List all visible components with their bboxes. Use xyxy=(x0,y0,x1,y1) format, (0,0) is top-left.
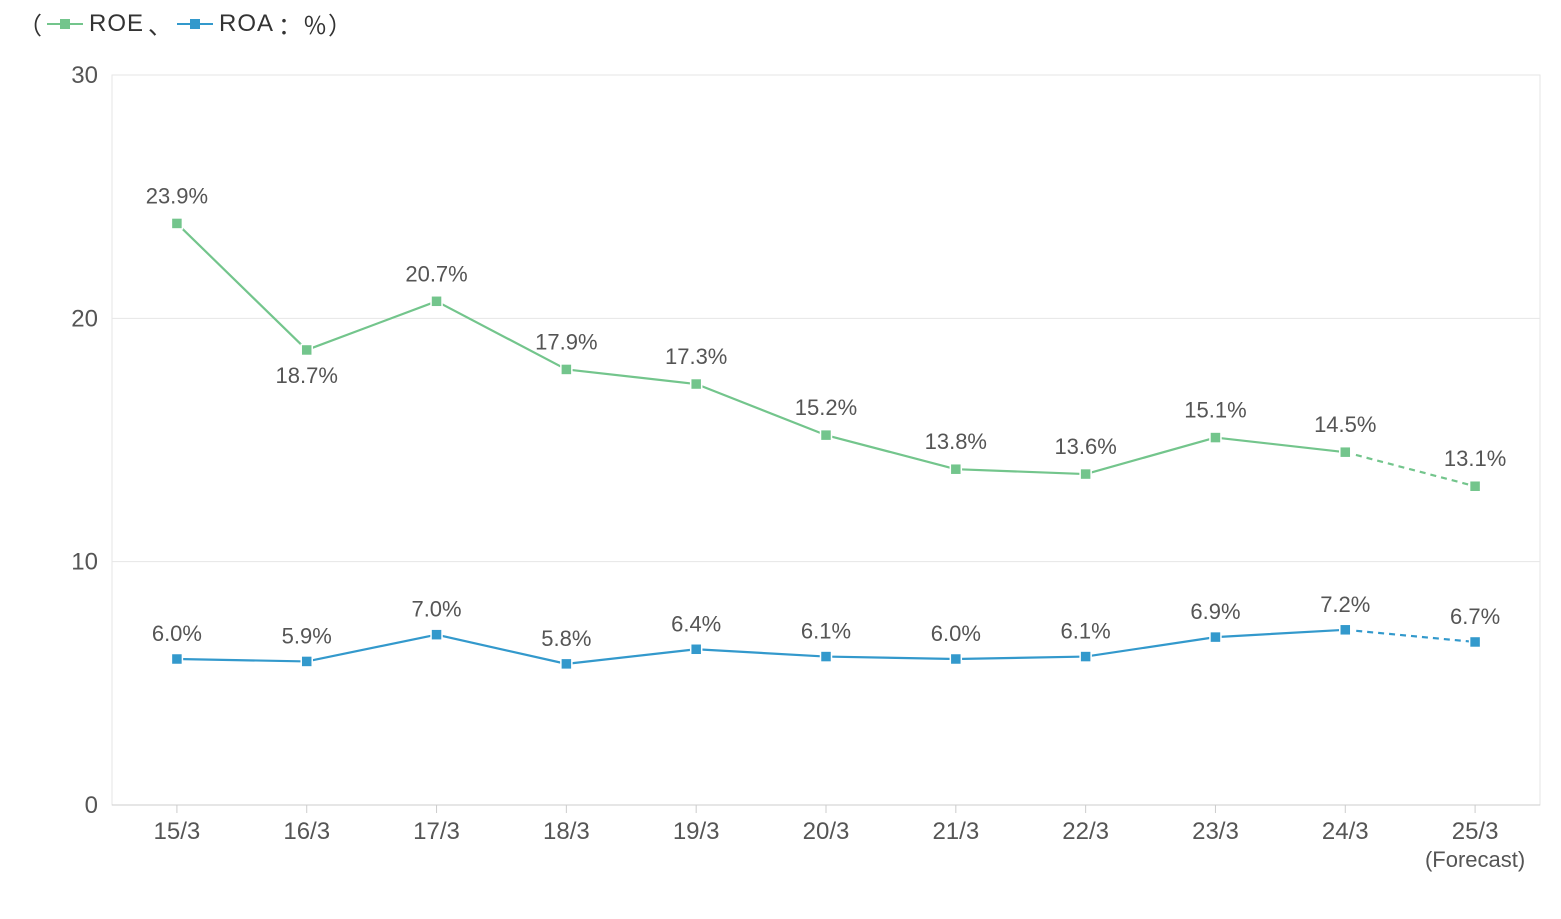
data-label-roe: 14.5% xyxy=(1314,412,1376,437)
marker-roa xyxy=(301,656,312,667)
y-tick-label: 20 xyxy=(71,305,98,332)
marker-roe xyxy=(171,218,182,229)
marker-roa xyxy=(950,654,961,665)
x-tick-label: 24/3 xyxy=(1322,818,1369,845)
legend-label-roa: ROA xyxy=(219,10,274,38)
x-tick-sublabel: (Forecast) xyxy=(1425,847,1525,872)
x-tick-label: 17/3 xyxy=(413,818,460,845)
roa-swatch-icon xyxy=(177,23,213,25)
marker-roa xyxy=(1470,636,1481,647)
x-tick-label: 22/3 xyxy=(1062,818,1109,845)
x-tick-label: 18/3 xyxy=(543,818,590,845)
data-label-roa: 6.1% xyxy=(1061,619,1111,644)
data-label-roe: 23.9% xyxy=(146,183,208,208)
data-label-roe: 20.7% xyxy=(405,261,467,286)
marker-roa xyxy=(821,651,832,662)
marker-roa xyxy=(691,644,702,655)
roe-swatch-icon xyxy=(47,23,83,25)
data-label-roe: 13.8% xyxy=(925,429,987,454)
marker-roe xyxy=(301,344,312,355)
x-tick-label: 16/3 xyxy=(283,818,330,845)
marker-roe xyxy=(1080,469,1091,480)
data-label-roe: 17.9% xyxy=(535,329,597,354)
marker-roe xyxy=(561,364,572,375)
legend-label-roe: ROE xyxy=(89,10,144,38)
data-label-roe: 17.3% xyxy=(665,344,727,369)
marker-roe xyxy=(1210,432,1221,443)
x-tick-label: 19/3 xyxy=(673,818,720,845)
data-label-roa: 6.0% xyxy=(931,621,981,646)
marker-roa xyxy=(1080,651,1091,662)
legend-unit-label: ：％ xyxy=(278,6,328,41)
data-label-roe: 18.7% xyxy=(276,363,338,388)
marker-roa xyxy=(1210,632,1221,643)
marker-roe xyxy=(950,464,961,475)
data-label-roa: 5.8% xyxy=(541,626,591,651)
legend: （ ROE、 ROA：％ ） xyxy=(18,6,353,41)
legend-item-roe: ROE xyxy=(47,10,144,38)
chart-svg: 0 10 20 30 15/3 16/3 17/3 18/3 19/3 20/3 21/3 22/3 2… xyxy=(0,0,1561,919)
marker-roe xyxy=(821,430,832,441)
chart-root: { "chart": { "type": "line", "legend": {… xyxy=(0,0,1561,919)
x-tick-label: 20/3 xyxy=(803,818,850,845)
y-tick-label: 0 xyxy=(85,792,98,819)
marker-roa xyxy=(431,629,442,640)
marker-roe xyxy=(691,379,702,390)
legend-open-paren: （ xyxy=(18,6,43,41)
data-label-roe: 15.2% xyxy=(795,395,857,420)
marker-roa xyxy=(171,654,182,665)
x-tick-label: 25/3 xyxy=(1452,818,1499,845)
data-label-roe: 15.1% xyxy=(1184,398,1246,423)
y-tick-label: 30 xyxy=(71,62,98,89)
x-tick-label: 23/3 xyxy=(1192,818,1239,845)
data-label-roa: 6.9% xyxy=(1190,599,1240,624)
data-label-roa: 6.7% xyxy=(1450,604,1500,629)
marker-roe xyxy=(1470,481,1481,492)
legend-close-paren: ） xyxy=(328,6,353,41)
data-label-roa: 7.0% xyxy=(411,597,461,622)
data-label-roa: 6.1% xyxy=(801,619,851,644)
data-label-roa: 5.9% xyxy=(282,623,332,648)
legend-item-roa: ROA xyxy=(177,10,274,38)
data-label-roa: 6.0% xyxy=(152,621,202,646)
marker-roe xyxy=(431,296,442,307)
data-label-roe: 13.1% xyxy=(1444,446,1506,471)
marker-roa xyxy=(1340,624,1351,635)
y-tick-label: 10 xyxy=(71,549,98,576)
marker-roe xyxy=(1340,447,1351,458)
legend-separator: 、 xyxy=(148,6,173,41)
x-tick-label: 21/3 xyxy=(932,818,979,845)
x-tick-label: 15/3 xyxy=(154,818,201,845)
data-label-roa: 6.4% xyxy=(671,611,721,636)
marker-roa xyxy=(561,658,572,669)
data-label-roe: 13.6% xyxy=(1054,434,1116,459)
data-label-roa: 7.2% xyxy=(1320,592,1370,617)
